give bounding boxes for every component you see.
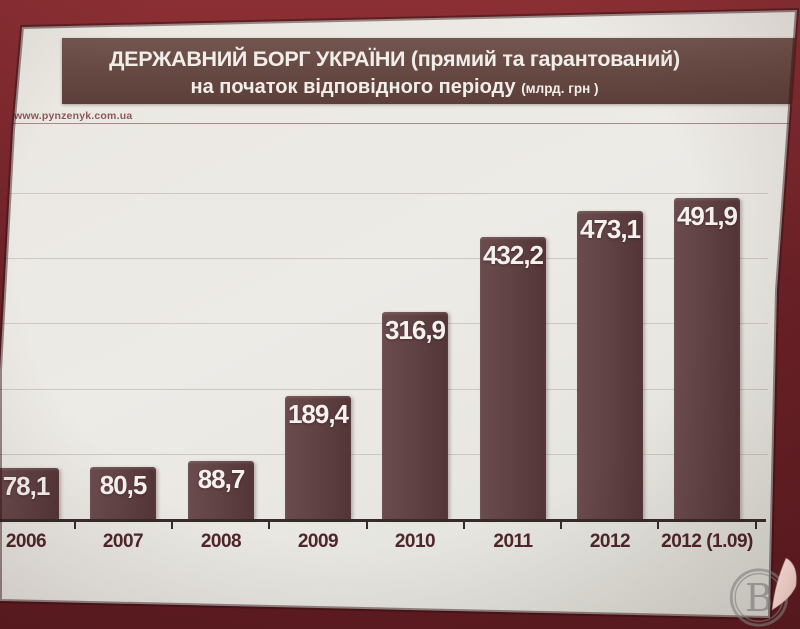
bar-2006: 78,1 <box>0 468 59 519</box>
page-curl-decoration <box>771 557 797 611</box>
bar-2012-(1.09): 491,9 <box>674 198 740 519</box>
bar-value-label: 316,9 <box>384 315 446 345</box>
bar-value-label: 432,2 <box>482 240 544 270</box>
bar-2010: 316,9 <box>382 312 448 519</box>
axis-tick <box>560 522 562 529</box>
axis-tick <box>366 522 368 529</box>
bar-value-label: 189,4 <box>287 399 349 429</box>
bar-value-label: 88,7 <box>197 464 246 494</box>
axis-tick <box>755 522 757 529</box>
axis-tick <box>268 522 270 529</box>
axis-tick <box>463 522 465 529</box>
bar-value-label: 473,1 <box>579 214 641 244</box>
bar-value-label: 78,1 <box>2 471 51 501</box>
bar-value-label: 80,5 <box>99 470 148 500</box>
axis-tick <box>171 522 173 529</box>
x-axis-line <box>0 519 766 522</box>
bar-2008: 88,7 <box>188 461 254 519</box>
bar-2007: 80,5 <box>90 467 156 519</box>
bar-2012: 473,1 <box>577 211 643 519</box>
bar-2011: 432,2 <box>480 237 546 519</box>
bar-value-label: 491,9 <box>676 201 738 231</box>
gridline <box>0 193 768 194</box>
gridline <box>0 258 768 259</box>
axis-tick <box>74 522 76 529</box>
bar-2009: 189,4 <box>285 396 351 519</box>
x-axis-label: 2012 (1.09) <box>661 531 753 552</box>
axis-tick <box>657 522 659 529</box>
